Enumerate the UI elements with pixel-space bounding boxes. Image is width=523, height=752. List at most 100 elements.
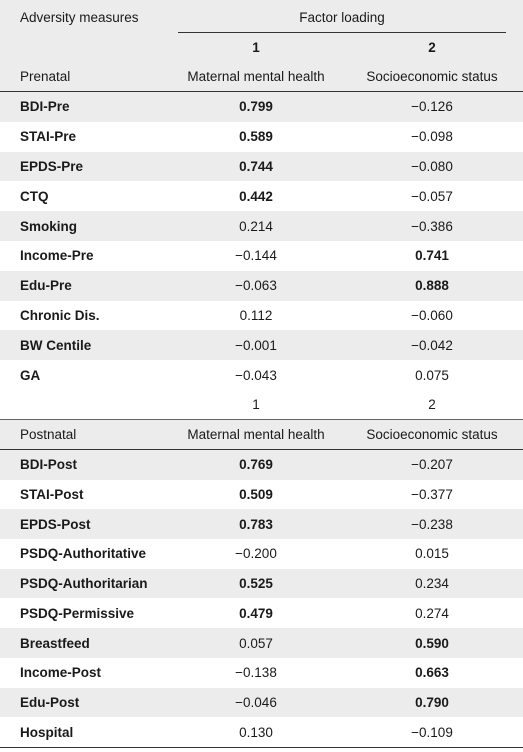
- header-factor2-number: 2: [428, 40, 436, 55]
- factor2-loading: −0.386: [411, 218, 453, 234]
- factor2-loading: −0.098: [411, 129, 453, 145]
- header-bottom-rule: [0, 91, 523, 92]
- factor2-loading: −0.042: [411, 337, 453, 353]
- table-row: Income-Post −0.138 0.663: [0, 658, 523, 688]
- header-underline: [178, 32, 506, 33]
- factor1-loading: 0.112: [239, 307, 273, 323]
- measure-label: CTQ: [20, 188, 49, 204]
- header-factor-loading: Factor loading: [299, 10, 385, 25]
- table-row: GA −0.043 0.075: [0, 360, 523, 390]
- factor2-loading: 0.790: [415, 694, 449, 710]
- factor1-loading: 0.525: [239, 576, 273, 592]
- table-row: BW Centile −0.001 −0.042: [0, 330, 523, 361]
- header-adversity-measures: Adversity measures: [20, 10, 139, 25]
- table-row: Breastfeed 0.057 0.590: [0, 628, 523, 658]
- table-row: Hospital 0.130 −0.109: [0, 717, 523, 747]
- factor2-loading: −0.109: [411, 724, 453, 740]
- factor2-loading: −0.060: [411, 307, 453, 323]
- table-row: Chronic Dis. 0.112 −0.060: [0, 301, 523, 331]
- factor2-loading: 0.888: [415, 278, 449, 294]
- measure-label: Income-Pre: [20, 248, 94, 264]
- factor2-loading: −0.080: [411, 158, 453, 174]
- factor1-loading: 0.783: [239, 516, 273, 532]
- postnatal-factor1-number: 1: [252, 397, 260, 413]
- factor1-loading: 0.769: [239, 457, 273, 473]
- factor1-loading: −0.138: [235, 665, 277, 681]
- factor2-loading: 0.015: [415, 546, 449, 562]
- table-row: BDI-Post 0.769 −0.207: [0, 450, 523, 480]
- factor2-loading: −0.207: [411, 457, 453, 473]
- measure-label: BW Centile: [20, 337, 92, 353]
- factor2-loading: 0.075: [415, 367, 449, 383]
- factor2-loading: −0.057: [411, 188, 453, 204]
- table-row: Smoking 0.214 −0.386: [0, 211, 523, 241]
- postnatal-factor2-name: Socioeconomic status: [366, 427, 498, 442]
- postnatal-header-bottom-rule: [0, 449, 523, 450]
- header-section-prenatal: Prenatal: [20, 69, 71, 84]
- header-factor1-number: 1: [252, 40, 260, 55]
- factor2-loading: 0.741: [415, 248, 449, 264]
- table-row: CTQ 0.442 −0.057: [0, 181, 523, 211]
- factor2-loading: −0.377: [411, 487, 453, 503]
- postnatal-rule: [0, 419, 523, 420]
- factor1-loading: −0.046: [235, 694, 277, 710]
- header-factor2-name: Socioeconomic status: [366, 69, 498, 84]
- measure-label: PSDQ-Authoritarian: [20, 576, 148, 592]
- factor1-loading: 0.799: [239, 99, 273, 115]
- factor2-loading: 0.274: [415, 605, 449, 621]
- table-row: EPDS-Pre 0.744 −0.080: [0, 151, 523, 182]
- table-header: Adversity measures Factor loading 1 2 Pr…: [0, 0, 523, 92]
- measure-label: STAI-Pre: [20, 129, 77, 145]
- table-row: PSDQ-Authoritarian 0.525 0.234: [0, 568, 523, 599]
- factor1-loading: −0.200: [235, 546, 277, 562]
- measure-label: EPDS-Post: [20, 516, 91, 532]
- measure-label: PSDQ-Authoritative: [20, 546, 147, 562]
- factor1-loading: 0.214: [239, 218, 273, 234]
- measure-label: EPDS-Pre: [20, 158, 84, 174]
- factor1-loading: 0.130: [239, 724, 273, 740]
- measure-label: Chronic Dis.: [20, 307, 100, 323]
- table-row: Income-Pre −0.144 0.741: [0, 241, 523, 271]
- header-section-postnatal: Postnatal: [20, 427, 77, 442]
- table-row: Edu-Pre −0.063 0.888: [0, 270, 523, 301]
- factor1-loading: 0.442: [239, 188, 273, 204]
- factor1-loading: −0.001: [235, 337, 277, 353]
- factor1-loading: 0.479: [239, 605, 273, 621]
- factor1-loading: −0.063: [235, 278, 277, 294]
- table-row: Edu-Post −0.046 0.790: [0, 687, 523, 718]
- measure-label: BDI-Pre: [20, 99, 70, 115]
- measure-label: Income-Post: [20, 665, 102, 681]
- factor1-loading: 0.744: [239, 158, 273, 174]
- measure-label: STAI-Post: [20, 487, 84, 503]
- table-row: PSDQ-Permissive 0.479 0.274: [0, 599, 523, 629]
- factor1-loading: −0.043: [235, 367, 277, 383]
- table-row: PSDQ-Authoritative −0.200 0.015: [0, 539, 523, 569]
- table-row: STAI-Post 0.509 −0.377: [0, 480, 523, 510]
- measure-label: Edu-Pre: [20, 278, 72, 294]
- factor1-loading: −0.144: [235, 248, 277, 264]
- measure-label: GA: [20, 367, 41, 383]
- table-bottom-rule: [0, 747, 523, 748]
- factor2-loading: 0.590: [415, 635, 449, 651]
- measure-label: Hospital: [20, 724, 74, 740]
- factor1-loading: 0.589: [239, 129, 273, 145]
- postnatal-number-row: 1 2: [0, 390, 523, 420]
- measure-label: Breastfeed: [20, 635, 90, 651]
- header-factor1-name: Maternal mental health: [187, 69, 325, 84]
- table-row: STAI-Pre 0.589 −0.098: [0, 122, 523, 152]
- measure-label: BDI-Post: [20, 457, 77, 473]
- factor2-loading: −0.238: [411, 516, 453, 532]
- postnatal-header-row: Postnatal Maternal mental health Socioec…: [0, 420, 523, 449]
- measure-label: Edu-Post: [20, 694, 80, 710]
- factor1-loading: 0.509: [239, 487, 273, 503]
- postnatal-factor1-name: Maternal mental health: [187, 427, 325, 442]
- factor2-loading: 0.234: [415, 576, 449, 592]
- factor2-loading: −0.126: [411, 99, 453, 115]
- factor2-loading: 0.663: [415, 665, 449, 681]
- table-row: BDI-Pre 0.799 −0.126: [0, 92, 523, 122]
- factor1-loading: 0.057: [239, 635, 273, 651]
- measure-label: PSDQ-Permissive: [20, 605, 135, 621]
- table-row: EPDS-Post 0.783 −0.238: [0, 509, 523, 540]
- measure-label: Smoking: [20, 218, 78, 234]
- postnatal-factor2-number: 2: [428, 397, 436, 413]
